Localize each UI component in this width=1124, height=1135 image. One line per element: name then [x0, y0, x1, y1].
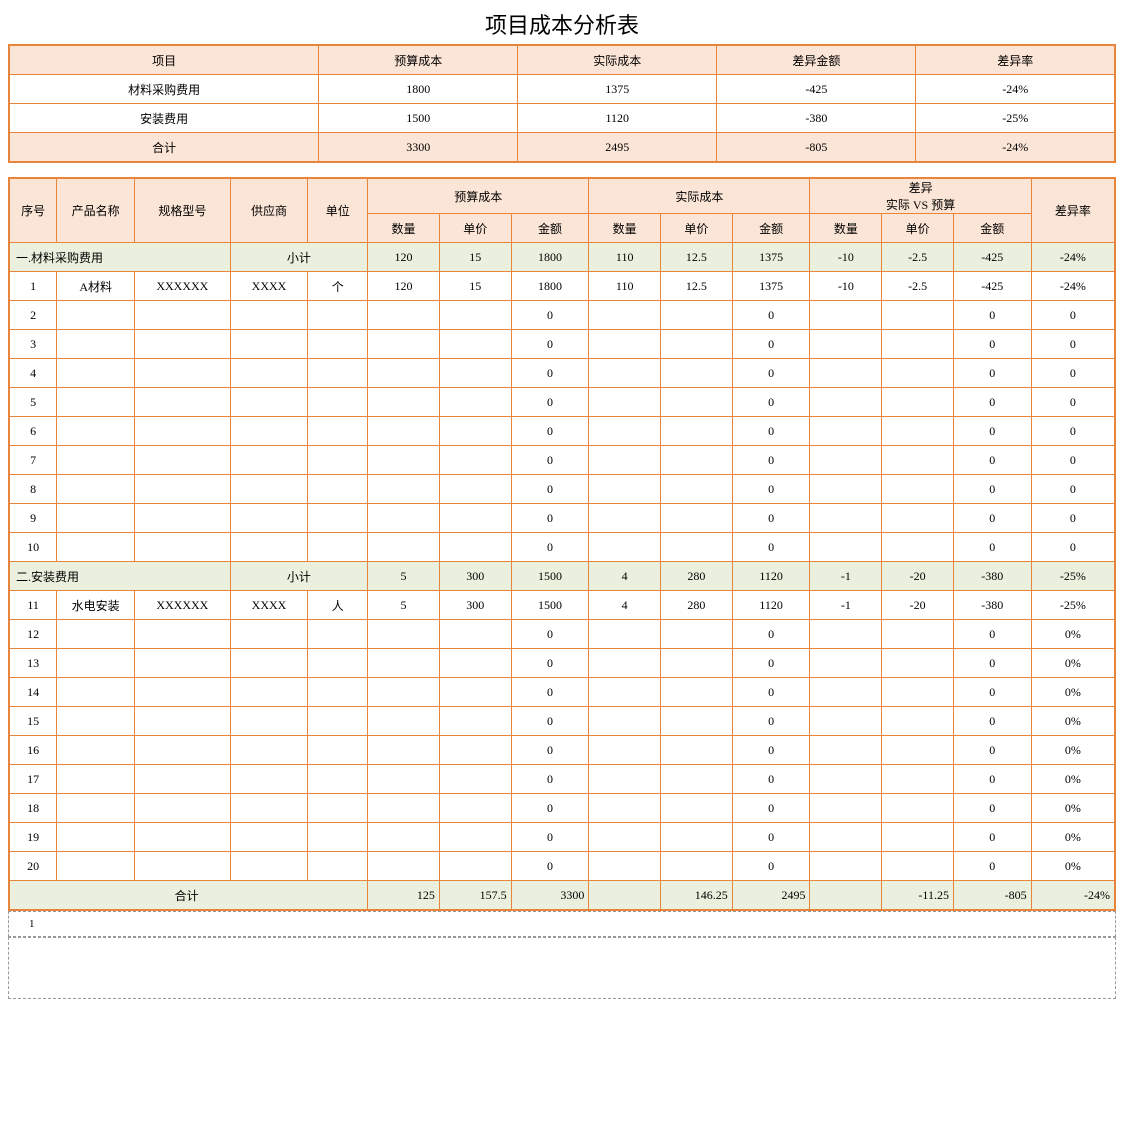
detail-row: 11水电安装XXXXXXXXXX人5300150042801120-1-20-3…	[9, 591, 1115, 620]
detail-row: 160000%	[9, 736, 1115, 765]
col-spec: 规格型号	[135, 178, 231, 243]
footer-row: 1	[9, 912, 1116, 937]
detail-row: 60000	[9, 417, 1115, 446]
col-product: 产品名称	[57, 178, 135, 243]
detail-row: 200000%	[9, 852, 1115, 881]
detail-row: 130000%	[9, 649, 1115, 678]
grand-total-row: 合计 125 157.5 3300 146.25 2495 -11.25 -80…	[9, 881, 1115, 911]
detail-row: 120000%	[9, 620, 1115, 649]
col-qty: 数量	[810, 214, 882, 243]
summary-header: 项目	[9, 45, 319, 75]
col-amount: 金额	[732, 214, 810, 243]
col-price: 单价	[439, 214, 511, 243]
section-subtotal-row: 一.材料采购费用 小计 120 15 1800 110 12.5 1375 -1…	[9, 243, 1115, 272]
col-price: 单价	[661, 214, 733, 243]
summary-total-row: 合计 3300 2495 -805 -24%	[9, 133, 1115, 163]
detail-row: 100000	[9, 533, 1115, 562]
col-budget: 预算成本	[368, 178, 589, 214]
summary-row: 安装费用 1500 1120 -380 -25%	[9, 104, 1115, 133]
summary-table: 项目 预算成本 实际成本 差异金额 差异率 材料采购费用 1800 1375 -…	[8, 44, 1116, 163]
detail-table: 序号 产品名称 规格型号 供应商 单位 预算成本 实际成本 差异 实际 VS 预…	[8, 177, 1116, 911]
detail-row: 140000%	[9, 678, 1115, 707]
empty-area	[8, 937, 1116, 999]
col-amount: 金额	[953, 214, 1031, 243]
col-price: 单价	[882, 214, 954, 243]
col-supplier: 供应商	[230, 178, 308, 243]
col-actual: 实际成本	[589, 178, 810, 214]
section-subtotal-row: 二.安装费用 小计 5 300 1500 4 280 1120 -1 -20 -…	[9, 562, 1115, 591]
detail-row: 20000	[9, 301, 1115, 330]
detail-row: 70000	[9, 446, 1115, 475]
summary-header: 实际成本	[518, 45, 717, 75]
col-qty: 数量	[589, 214, 661, 243]
summary-header: 预算成本	[319, 45, 518, 75]
summary-row: 材料采购费用 1800 1375 -425 -24%	[9, 75, 1115, 104]
detail-row: 50000	[9, 388, 1115, 417]
col-rate: 差异率	[1031, 178, 1115, 243]
detail-row: 150000%	[9, 707, 1115, 736]
detail-row: 190000%	[9, 823, 1115, 852]
detail-row: 40000	[9, 359, 1115, 388]
detail-row: 1A材料XXXXXXXXXX个12015180011012.51375-10-2…	[9, 272, 1115, 301]
col-amount: 金额	[511, 214, 589, 243]
col-qty: 数量	[368, 214, 440, 243]
col-variance: 差异 实际 VS 预算	[810, 178, 1031, 214]
detail-row: 180000%	[9, 794, 1115, 823]
detail-row: 80000	[9, 475, 1115, 504]
detail-row: 30000	[9, 330, 1115, 359]
col-unit: 单位	[308, 178, 368, 243]
detail-row: 170000%	[9, 765, 1115, 794]
page-title: 项目成本分析表	[8, 8, 1116, 40]
summary-header: 差异金额	[717, 45, 916, 75]
col-seq: 序号	[9, 178, 57, 243]
detail-row: 90000	[9, 504, 1115, 533]
summary-header: 差异率	[916, 45, 1115, 75]
